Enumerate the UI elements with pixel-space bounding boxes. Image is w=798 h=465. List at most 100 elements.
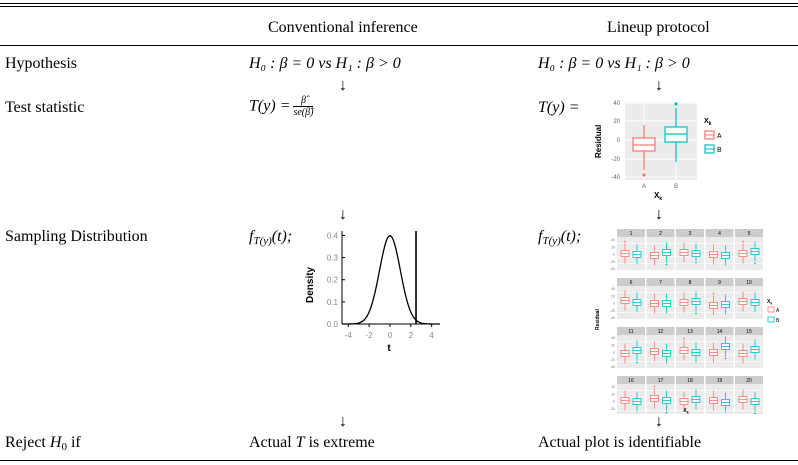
conv-ts-den: se(β̂)	[293, 107, 314, 118]
lineup-f: f	[538, 228, 543, 245]
lineup-panel-strip	[617, 376, 645, 384]
conv-f: f	[249, 228, 254, 245]
conv-ts-lhs: T(y) =	[249, 97, 291, 115]
bottom-rule	[0, 460, 798, 461]
lineup-outlier	[665, 411, 668, 414]
lineup-panel-label: 18	[687, 378, 693, 384]
header-rule	[0, 45, 798, 46]
lineup-outlier	[665, 263, 668, 266]
lineup-panel-strip	[646, 229, 675, 237]
density-ytick: 0.4	[327, 231, 339, 240]
lineup-panel-label: 12	[658, 329, 664, 335]
lineup-ytick: -20	[610, 309, 615, 313]
lineup-panel-strip	[735, 327, 763, 335]
density-xlabel: t	[387, 343, 391, 354]
lineup-panel-label: 6	[630, 280, 633, 286]
lineup-f-rhs: (t);	[560, 228, 582, 245]
lineup-panel-strip	[735, 278, 763, 286]
lineup-ytick: 0	[613, 302, 615, 306]
lineup-panel-strip	[705, 327, 734, 335]
lineup-panel-label: 16	[628, 378, 634, 384]
lineup-panel-label: 5	[748, 231, 751, 237]
top-rule-1	[0, 3, 798, 4]
conv-reject: Actual T is extreme	[249, 434, 375, 452]
lineup-outlier	[754, 412, 756, 414]
lineup-panel-strip	[617, 327, 645, 335]
arrow-conv-3: ↓	[339, 413, 347, 430]
lineup-panel-label: 1	[630, 231, 633, 237]
lineup-panel-strip	[705, 278, 734, 286]
lineup-ytick: -40	[610, 316, 615, 320]
lineup-panel-strip	[676, 327, 704, 335]
arrow-lineup-3: ↓	[655, 413, 663, 430]
lineup-panel-label: 10	[746, 280, 752, 286]
lineup-panel-label: 9	[718, 280, 721, 286]
top-rule-2	[0, 6, 798, 7]
conv-f-rhs: (t);	[271, 228, 293, 245]
row-label-test-statistic: Test statistic	[5, 99, 85, 116]
lineup-panel-label: 13	[687, 329, 693, 335]
lineup-legend-b: B	[776, 318, 780, 324]
lineup-reject: Actual plot is identifiable	[538, 434, 702, 451]
lineup-test-statistic: T(y) =	[538, 99, 580, 116]
box-xlabel: Xk	[654, 191, 662, 200]
box-ytick-0: 0	[617, 138, 621, 144]
lineup-outlier	[724, 357, 727, 360]
arrow-conv-1: ↓	[339, 77, 347, 94]
lineup-panel-strip	[735, 376, 763, 384]
lineup-ytick: 20	[611, 294, 615, 298]
box-b-outlier	[674, 102, 678, 106]
lineup-outlier	[695, 312, 697, 315]
box-legend-a: A	[717, 133, 722, 140]
density-xtick: 0	[388, 331, 393, 340]
conv-reject-prefix: Actual	[249, 434, 292, 451]
lineup-panel-strip	[646, 278, 675, 286]
lineup-panel-label: 15	[746, 329, 752, 335]
conv-ts-num: β̂	[293, 95, 314, 107]
lineup-ytick: 0	[613, 351, 615, 355]
lineup-ytick: 20	[611, 343, 615, 347]
lineup-ytick: 0	[613, 400, 615, 404]
density-ytick: 0.1	[327, 298, 339, 307]
lineup-panel-strip	[676, 376, 704, 384]
lineup-panel-label: 19	[717, 378, 723, 384]
header-lineup: Lineup protocol	[607, 19, 710, 36]
lineup-ytick: 20	[611, 392, 615, 396]
density-ytick: 0.3	[327, 254, 339, 263]
lineup-ylabel: Residual	[595, 309, 601, 330]
density-xtick: 2	[409, 331, 414, 340]
lineup-outlier	[712, 292, 715, 295]
lineup-ytick: 20	[611, 245, 615, 249]
lineup-ytick: 0	[613, 253, 615, 257]
lineup-panel-strip	[676, 229, 704, 237]
lineup-ytick: -20	[610, 358, 615, 362]
boxplot-chart: 40 20 0 -20 -40 Residual A B Xk Xk A B	[594, 101, 722, 200]
lineup-panel-strip	[705, 229, 734, 237]
box-legend-title: Xk	[704, 118, 712, 127]
box-ylabel: Residual	[594, 125, 603, 158]
conv-ts-fraction: β̂ se(β̂)	[293, 95, 314, 118]
lineup-legend-title: Xk	[767, 299, 772, 306]
conv-sampling: fT(y)(t);	[249, 228, 292, 250]
conv-reject-suffix: is extreme	[308, 434, 375, 451]
box-a-outlier	[642, 173, 646, 177]
arrow-lineup-1: ↓	[655, 77, 663, 94]
lineup-panel-strip	[705, 376, 734, 384]
lineup-outlier	[742, 240, 744, 243]
box-xtick-a: A	[642, 184, 646, 190]
lineup-panel-strip	[646, 327, 675, 335]
density-xtick: -2	[366, 331, 374, 340]
density-ytick: 0.2	[327, 276, 339, 285]
density-chart: 0.4 0.3 0.2 0.1 0.0 -4 -2 0 2 4 Density t	[305, 231, 440, 354]
lineup-outlier	[683, 337, 685, 340]
lineup-ytick: 40	[611, 238, 615, 242]
row-label-hypothesis: Hypothesis	[5, 55, 77, 72]
conv-reject-t: T	[295, 434, 305, 451]
reject-prefix: Reject	[5, 434, 46, 451]
lineup-panel-label: 20	[746, 378, 752, 384]
density-ytick: 0.0	[327, 320, 339, 329]
density-ylabel: Density	[305, 266, 316, 303]
density-curve	[342, 235, 440, 325]
conv-f-sub: T(y)	[253, 235, 272, 247]
